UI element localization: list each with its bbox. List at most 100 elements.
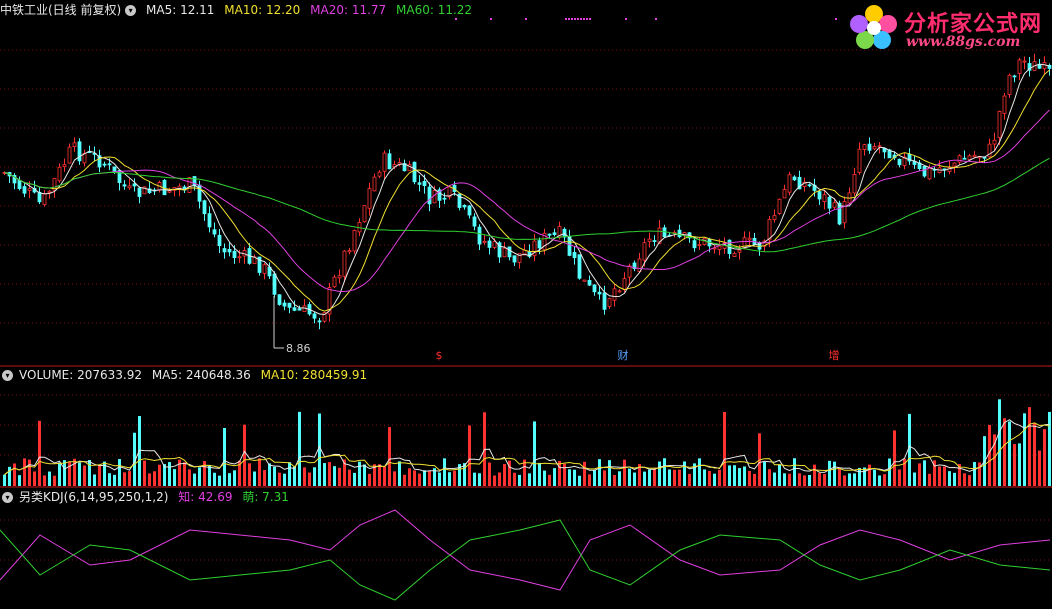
volume-bar — [298, 411, 301, 486]
volume-bar — [1003, 418, 1006, 486]
volume-bar — [38, 420, 41, 486]
candle-body — [607, 298, 612, 307]
candle-body — [137, 187, 142, 197]
volume-bar — [273, 466, 276, 486]
volume-bar — [478, 473, 481, 486]
volume-bar — [878, 475, 881, 486]
candle-body — [612, 288, 617, 301]
volume-bar — [833, 461, 836, 486]
candle-body — [442, 197, 447, 200]
candle-body — [962, 157, 967, 160]
volume-panel-header: ▾ VOLUME: 207633.92 MA5: 240648.36 MA10: … — [0, 366, 373, 384]
candle-body — [342, 250, 347, 277]
volume-bar — [938, 466, 941, 486]
volume-bar — [653, 468, 656, 486]
volume-bar — [233, 470, 236, 486]
signal-dot — [583, 18, 585, 20]
candle-body — [347, 250, 352, 253]
volume-bar — [798, 473, 801, 486]
ma5-label: MA5: 12.11 — [146, 3, 215, 17]
watermark-logo: 分析家公式网 www.88gs.com — [846, 2, 1044, 54]
signal-dot — [580, 18, 582, 20]
candle-body — [332, 276, 337, 288]
candle-body — [327, 287, 332, 315]
volume-bar — [893, 430, 896, 486]
candle-body — [1017, 59, 1022, 74]
candle-body — [22, 186, 27, 194]
volume-bar — [988, 424, 991, 486]
candle-body — [842, 201, 847, 224]
volume-bar — [588, 474, 591, 486]
volume-bar — [448, 472, 451, 486]
watermark-title: 分析家公式网 — [904, 12, 1043, 37]
volume-bar — [553, 468, 556, 486]
volume-bar — [128, 471, 131, 486]
candle-body — [952, 162, 957, 167]
signal-dot — [589, 18, 591, 20]
volume-bar — [673, 469, 676, 486]
volume-bar — [463, 463, 466, 486]
ma20-label: MA20: 11.77 — [310, 3, 387, 17]
volume-bar — [228, 473, 231, 486]
candle-body — [652, 240, 657, 242]
candle-body — [362, 205, 367, 223]
volume-bar — [188, 469, 191, 486]
candle-body — [112, 166, 117, 172]
volume-bar — [788, 473, 791, 486]
volume-bar — [363, 464, 366, 486]
volume-bar — [803, 475, 806, 486]
volume-bar — [868, 464, 871, 486]
volume-bar — [393, 471, 396, 486]
candle-body — [872, 146, 877, 150]
candle-body — [52, 178, 57, 191]
candle-body — [462, 204, 467, 208]
candle-body — [822, 194, 827, 202]
signal-dot — [574, 18, 576, 20]
volume-bar — [658, 461, 661, 486]
volume-bar — [543, 470, 546, 486]
volume-bar — [838, 469, 841, 486]
volume-bar — [1048, 411, 1051, 486]
volume-bar — [908, 413, 911, 486]
volume-bar — [373, 464, 376, 486]
volume-bar — [573, 469, 576, 486]
volume-bar — [548, 474, 551, 486]
event-marker-dollar[interactable]: $ — [435, 349, 443, 362]
candle-body — [547, 233, 552, 236]
collapse-volume-icon[interactable]: ▾ — [2, 370, 13, 381]
volume-bar — [323, 463, 326, 486]
collapse-kdj-icon[interactable]: ▾ — [2, 492, 13, 503]
event-marker-increase[interactable]: 增 — [828, 349, 840, 362]
volume-bar — [263, 470, 266, 486]
candle-body — [372, 176, 377, 192]
signal-dot — [577, 18, 579, 20]
candle-body — [597, 291, 602, 295]
volume-bar — [163, 464, 166, 486]
volume-bar — [168, 462, 171, 486]
volume-bar — [763, 461, 766, 486]
volume-bar — [828, 460, 831, 486]
volume-bar — [963, 473, 966, 486]
volume-bar — [383, 466, 386, 486]
volume-bar — [933, 460, 936, 486]
volume-bar — [513, 472, 516, 486]
moving-average-lines — [4, 63, 1050, 316]
candle-body — [472, 216, 477, 227]
volume-bar — [468, 425, 471, 486]
event-marker-finance[interactable]: 财 — [617, 349, 629, 362]
volume-bar — [598, 459, 601, 486]
collapse-main-icon[interactable]: ▾ — [125, 5, 137, 16]
volume-bar — [713, 473, 716, 486]
volume-bar — [358, 461, 361, 486]
volume-bar — [678, 469, 681, 486]
candle-body — [97, 155, 102, 168]
candle-body — [647, 238, 652, 242]
volume-bar — [148, 473, 151, 486]
volume-bar — [1028, 407, 1031, 486]
volume-bar — [578, 475, 581, 486]
candle-body — [132, 183, 137, 187]
candle-body — [207, 213, 212, 228]
volume-bar — [903, 458, 906, 486]
candle-body — [692, 240, 697, 249]
